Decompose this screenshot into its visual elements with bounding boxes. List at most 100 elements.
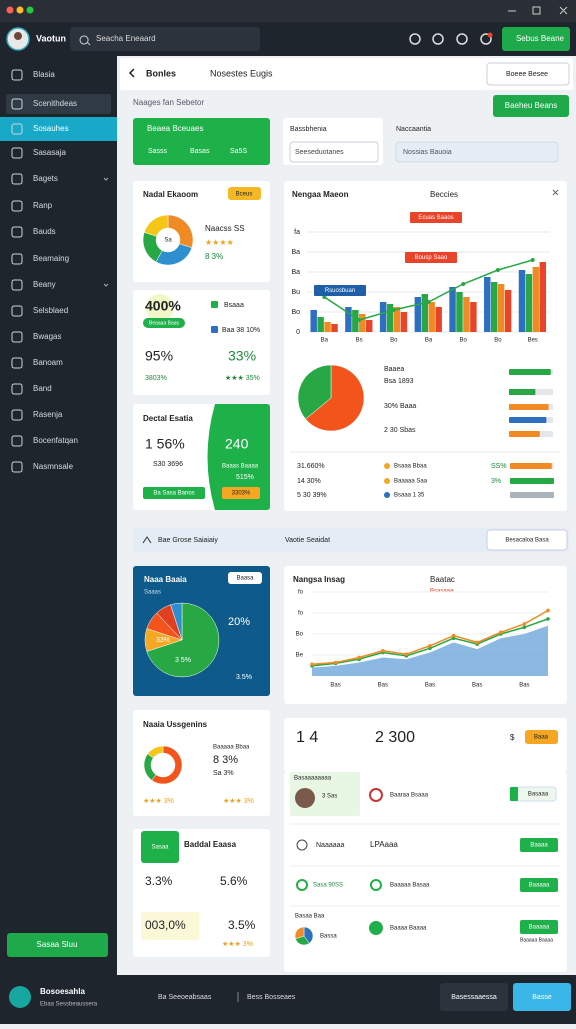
filter-label: Naccaantia	[396, 126, 431, 133]
pill-text: Ba Sasa Banos	[153, 491, 194, 497]
bar	[532, 267, 540, 332]
header-button[interactable]	[502, 27, 570, 51]
list-icon	[296, 879, 308, 891]
button-text[interactable]: Basessaaessa	[451, 994, 497, 1001]
x-tick-label: Ba	[425, 338, 433, 344]
sidebar-item[interactable]: Selsblaed	[33, 306, 68, 315]
sidebar-item[interactable]: Scenithdeas	[33, 99, 77, 108]
button-text[interactable]: Besacaloa Basa	[505, 538, 549, 544]
sidebar-item[interactable]: Nasmnsale	[33, 462, 74, 471]
line-point	[461, 282, 466, 286]
button-text[interactable]: Sebus Beane	[516, 34, 565, 43]
avatar-face	[14, 32, 22, 40]
sidebar-item[interactable]: Ranp	[33, 201, 53, 210]
brand: Bosoesahla	[40, 987, 85, 996]
line-point	[333, 660, 338, 665]
sidebar-item[interactable]: Bocenfatqan	[33, 436, 78, 445]
sidebar-item[interactable]: Sosauhes	[33, 124, 69, 133]
footer-button[interactable]	[440, 983, 508, 1011]
stat-value: 8 3%	[205, 252, 223, 261]
logo	[9, 986, 31, 1008]
sidebar-item[interactable]: Bwagas	[33, 332, 61, 341]
stat-sub: ★★★ 35%	[225, 374, 260, 382]
bar	[518, 270, 526, 332]
kpi-value: Sasss	[148, 148, 168, 155]
dropdown[interactable]	[486, 62, 570, 86]
sidebar-icon	[11, 305, 23, 317]
select-text[interactable]: Seeseduotanes	[295, 149, 344, 156]
button-text[interactable]: Baeheu Beans	[505, 101, 558, 110]
search-text[interactable]: Seacha Eneaard	[96, 34, 156, 43]
bar	[331, 324, 338, 332]
row-dot	[384, 463, 390, 469]
button-text[interactable]: Sasaa Sluu	[37, 940, 78, 949]
profile-title: Basaaaaaaaa	[294, 776, 332, 782]
button-text[interactable]: Baaaa	[530, 843, 548, 849]
card-title: Dectal Esatia	[143, 414, 193, 423]
sidebar-item[interactable]: Sasasaja	[33, 148, 66, 157]
pie-slice	[147, 745, 164, 759]
sidebar-item[interactable]: Beamaing	[33, 254, 69, 263]
window-control	[16, 6, 24, 14]
kpi-card	[133, 118, 270, 165]
row-dot	[384, 492, 390, 498]
card-title: Nadal Ekaoom	[143, 190, 198, 199]
sidebar-button[interactable]	[7, 933, 108, 957]
stat-label: Baaaaa Bbaa	[213, 745, 250, 751]
tab[interactable]: Nosestes Eugis	[210, 68, 273, 78]
pie-text: 30% Baaa	[384, 403, 416, 410]
sidebar-item[interactable]: Beany	[33, 280, 56, 289]
stat-sub: Baaas Baaaa	[222, 464, 259, 470]
header-icon	[456, 33, 468, 45]
sidebar-item[interactable]: Rasenja	[33, 410, 63, 419]
badge-text: 3303%	[232, 491, 251, 497]
line-point	[428, 646, 432, 651]
row-pct: SS%	[491, 463, 507, 470]
bar	[317, 317, 324, 332]
row-text: LPAaaa	[370, 840, 398, 849]
line-point	[404, 652, 409, 656]
y-tick-label: 0	[296, 329, 300, 336]
select[interactable]	[289, 141, 379, 163]
sidebar-item[interactable]: Bauds	[33, 227, 56, 236]
dropdown-text[interactable]: Boeee Besee	[506, 71, 548, 78]
sidebar-item[interactable]: Banoam	[33, 358, 63, 367]
button-text[interactable]: Basse	[532, 994, 552, 1001]
footer-link[interactable]: Ba Seeoeabsaas	[158, 994, 212, 1001]
search-box[interactable]	[70, 27, 260, 51]
button-text[interactable]: Baaaaa	[529, 925, 550, 931]
bar	[484, 277, 491, 332]
button-text[interactable]: Baaaaa	[529, 883, 550, 889]
pie-text: Bsa 1893	[384, 378, 414, 385]
row-button[interactable]	[520, 878, 558, 892]
y-tick-label: fo	[298, 611, 304, 617]
card-title: Baddal Eaasa	[184, 840, 237, 849]
row-button[interactable]	[520, 920, 558, 934]
toolbar-button[interactable]	[493, 95, 569, 117]
annotation: Rsuosbuan	[325, 288, 355, 294]
row-text: Baaaaa Basaa	[390, 883, 430, 889]
sidebar-item[interactable]: Blasia	[33, 70, 55, 79]
rating: ★★★★	[205, 238, 234, 247]
section-button[interactable]	[486, 529, 568, 551]
stat-big: 33%	[228, 348, 256, 364]
stat-big: 2 300	[375, 729, 415, 746]
sidebar-icon	[11, 98, 23, 110]
chart-title: Nangsa Insag	[293, 575, 345, 584]
sidebar-icon	[11, 383, 23, 395]
badge	[228, 187, 261, 200]
sidebar-item[interactable]: Band	[33, 384, 52, 393]
line-point	[522, 622, 527, 626]
header-icon	[480, 33, 492, 45]
tab[interactable]: Bonles	[146, 68, 176, 78]
card	[284, 718, 567, 772]
sidebar-item[interactable]: Bagets	[33, 174, 58, 183]
list-icon	[296, 839, 308, 851]
row-button[interactable]	[520, 838, 558, 852]
line-point	[357, 318, 362, 322]
sidebar-active	[0, 117, 117, 141]
footer-button[interactable]	[513, 983, 571, 1011]
select[interactable]	[395, 141, 559, 163]
footer-link[interactable]: Bess Bosseaes	[247, 994, 296, 1001]
select-text[interactable]: Nossias Bauoia	[403, 149, 452, 156]
